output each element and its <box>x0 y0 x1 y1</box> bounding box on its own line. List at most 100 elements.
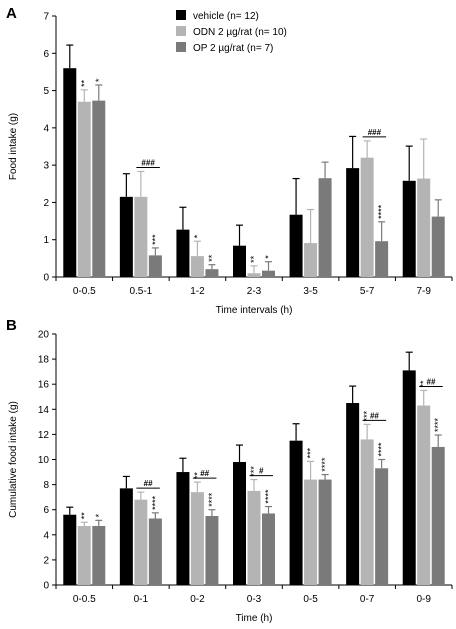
comparison-mark: ## <box>370 411 379 420</box>
bar-b-s0-3 <box>233 462 246 585</box>
bar-b-s1-6 <box>417 405 431 585</box>
significance-stars: * <box>192 234 202 238</box>
y-tick-label: 6 <box>43 505 49 516</box>
bar-b-s2-3 <box>262 513 275 585</box>
x-tick-label: 2-3 <box>247 286 262 297</box>
y-tick-label: 18 <box>38 355 50 366</box>
bar-a-s0-4 <box>289 214 303 277</box>
legend-label: OP 2 µg/rat (n= 7) <box>193 43 273 54</box>
bar-a-s0-5 <box>346 168 360 277</box>
significance-stars: ** <box>79 79 89 87</box>
bar-b-s1-2 <box>190 492 204 585</box>
bar-a-s0-6 <box>402 180 416 277</box>
bar-b-s0-0 <box>63 514 77 585</box>
comparison-mark: # <box>259 467 264 476</box>
y-axis-title: Food intake (g) <box>8 113 19 180</box>
y-tick-label: 2 <box>43 198 49 209</box>
bar-b-s1-1 <box>134 499 148 585</box>
significance-stars: *** <box>362 410 372 421</box>
x-tick-label: 0-9 <box>416 594 431 605</box>
legend-swatch <box>176 42 186 52</box>
significance-stars: **** <box>377 442 387 457</box>
x-tick-label: 0-5 <box>303 594 318 605</box>
bar-b-s2-2 <box>205 515 219 585</box>
comparison-mark: ## <box>427 377 436 386</box>
bar-a-s1-2 <box>190 256 204 277</box>
y-tick-label: 16 <box>38 380 50 391</box>
significance-stars: ** <box>192 472 202 480</box>
y-tick-label: 1 <box>43 235 49 246</box>
bar-a-s1-4 <box>304 243 318 277</box>
bar-a-s1-6 <box>417 178 431 277</box>
bar-b-s0-1 <box>119 488 133 585</box>
bar-a-s2-5 <box>375 241 389 277</box>
x-tick-label: 0.5-1 <box>129 286 152 297</box>
bar-b-s2-6 <box>431 446 445 585</box>
y-tick-label: 8 <box>43 480 49 491</box>
significance-stars: **** <box>264 489 274 504</box>
x-tick-label: 0-7 <box>360 594 375 605</box>
significance-stars: *** <box>150 234 160 245</box>
y-tick-label: 7 <box>43 12 49 23</box>
y-tick-label: 4 <box>43 123 49 134</box>
chart-panel-a: A 0 1 2 3 4 5 6 7 0-0.5 0.5-1 1-2 2-3 3-5 5-7 7-9 Time i… <box>6 5 453 316</box>
y-tick-label: 0 <box>43 581 49 592</box>
x-tick-label: 5-7 <box>360 286 375 297</box>
y-tick-label: 4 <box>43 530 49 541</box>
y-tick-label: 5 <box>43 86 49 97</box>
significance-stars: * <box>264 255 274 259</box>
legend-swatch <box>176 26 186 36</box>
bar-b-s2-1 <box>148 518 162 585</box>
bar-b-s2-0 <box>92 526 106 585</box>
significance-stars: **** <box>150 495 160 510</box>
bar-b-s0-5 <box>346 403 360 585</box>
bar-a-s0-1 <box>119 196 133 277</box>
bar-b-s1-3 <box>247 490 261 585</box>
panel-label: A <box>6 5 17 22</box>
significance-stars: * <box>94 513 104 517</box>
x-axis-title: Time intervals (h) <box>216 305 293 316</box>
chart-panel-b: B 0 2 4 6 8 10 12 14 16 18 20 0-0.5 0-1 0-2 0-3 0-5 0-7 0-… <box>6 317 453 624</box>
bar-a-s1-3 <box>247 273 261 277</box>
x-tick-label: 1-2 <box>190 286 205 297</box>
bar-a-s0-3 <box>233 245 246 277</box>
bar-b-s0-2 <box>176 472 190 585</box>
bar-b-s1-0 <box>77 526 91 585</box>
comparison-mark: ### <box>368 128 382 137</box>
x-tick-label: 0-1 <box>134 594 149 605</box>
significance-stars: ** <box>249 255 259 263</box>
x-tick-label: 3-5 <box>303 286 318 297</box>
comparison-mark: ## <box>144 479 153 488</box>
y-axis-title: Cumulative food intake (g) <box>8 401 19 518</box>
bar-a-s2-2 <box>205 269 219 277</box>
y-tick-label: 3 <box>43 161 49 172</box>
bar-a-s1-0 <box>77 101 91 277</box>
x-tick-label: 0-0.5 <box>73 286 96 297</box>
comparison-mark: ### <box>141 158 155 167</box>
y-tick-label: 12 <box>38 430 50 441</box>
panel-label: B <box>6 317 17 334</box>
comparison-mark: ## <box>200 469 209 478</box>
significance-stars: *** <box>249 466 259 477</box>
significance-stars: **** <box>207 492 217 507</box>
bar-a-s1-1 <box>134 196 148 277</box>
legend-label: vehicle (n= 12) <box>193 11 259 22</box>
x-tick-label: 7-9 <box>416 286 431 297</box>
bar-a-s2-4 <box>318 178 332 277</box>
significance-stars: **** <box>433 418 443 433</box>
significance-stars: ** <box>419 380 429 388</box>
significance-stars: * <box>94 78 104 82</box>
y-tick-label: 0 <box>43 273 49 284</box>
bar-a-s2-3 <box>262 270 275 277</box>
significance-stars: *** <box>306 447 316 458</box>
legend-swatch <box>176 10 186 20</box>
y-tick-label: 20 <box>38 330 50 341</box>
y-tick-label: 14 <box>38 405 50 416</box>
x-tick-label: 0-2 <box>190 594 205 605</box>
bar-b-s0-4 <box>289 440 303 585</box>
bar-a-s2-6 <box>431 216 445 277</box>
bar-a-s1-5 <box>360 157 374 277</box>
x-axis-title: Time (h) <box>236 613 273 624</box>
bar-a-s2-0 <box>92 100 106 277</box>
bar-a-s0-2 <box>176 229 190 277</box>
